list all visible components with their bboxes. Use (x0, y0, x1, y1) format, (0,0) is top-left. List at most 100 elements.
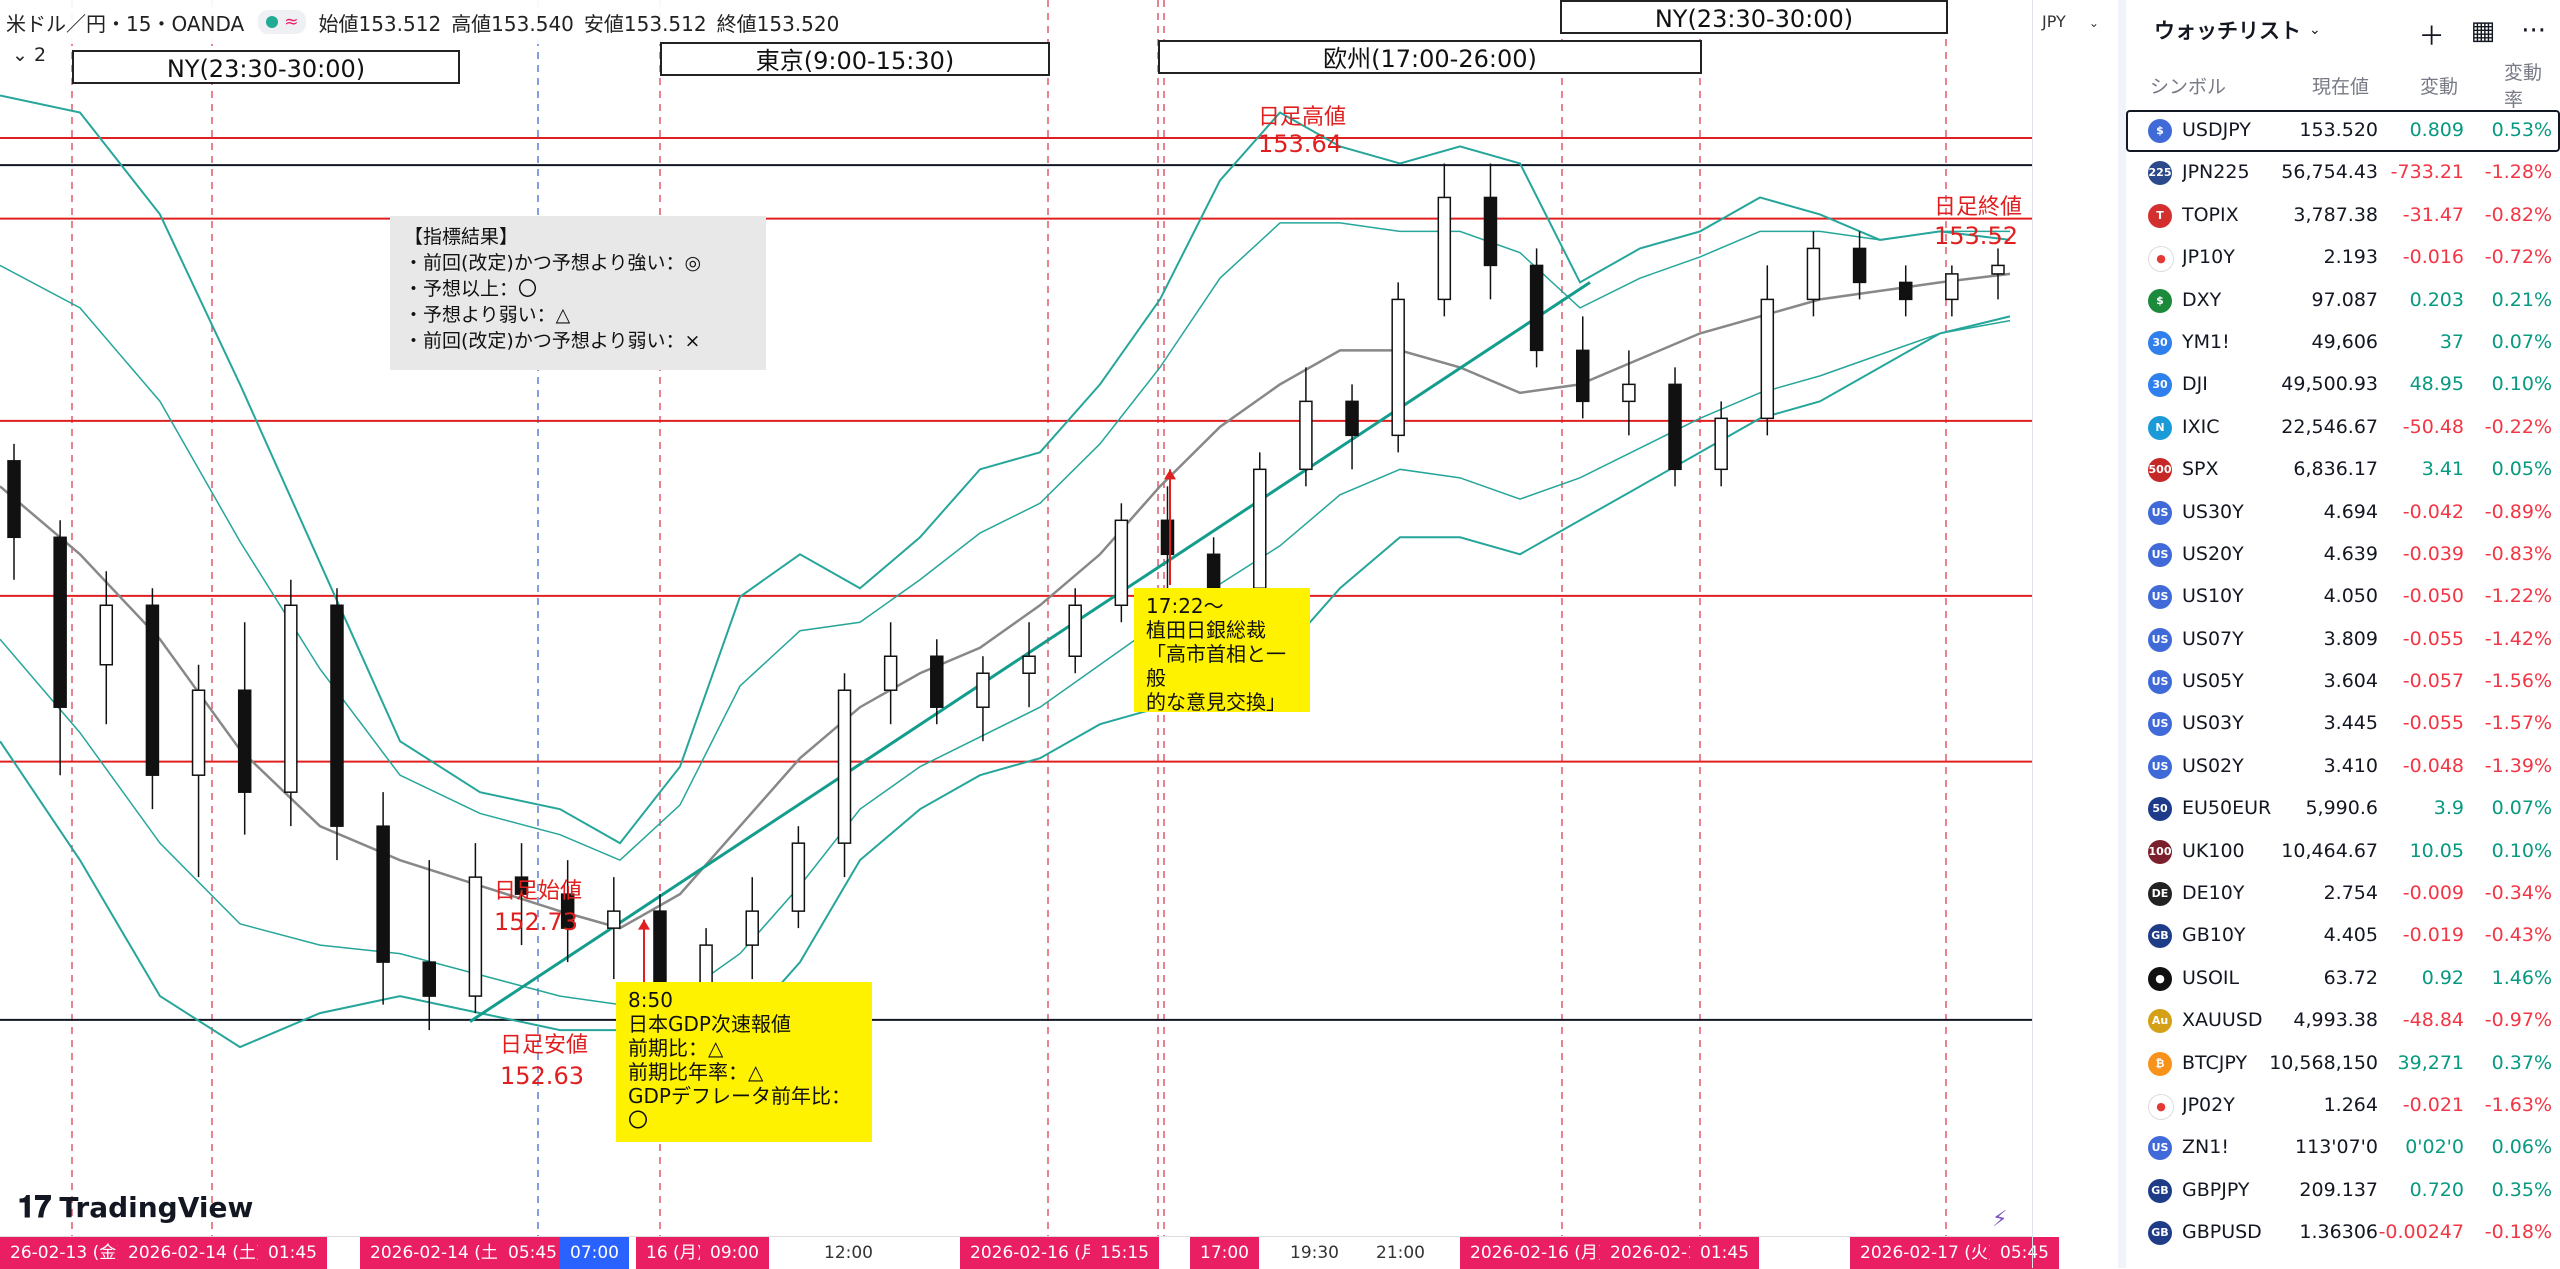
watchlist-row[interactable]: US US07Y 3.809 -0.055 -1.42% (2126, 619, 2560, 661)
watchlist-row[interactable]: T TOPIX 3,787.38 -31.47 -0.82% (2126, 195, 2560, 237)
chevron-down-icon[interactable]: ⌄ (2309, 22, 2321, 38)
legend-symbol[interactable]: 米ドル／円・15・OANDA (6, 11, 245, 36)
candle-body (1714, 417, 1728, 471)
watchlist-change-pct: 0.35% (2491, 1178, 2552, 1201)
watchlist-row[interactable]: ● JP02Y 1.264 -0.021 -1.63% (2126, 1085, 2560, 1127)
watchlist-row[interactable]: ₿ BTCJPY 10,568,150 39,271 0.37% (2126, 1043, 2560, 1085)
indicators-collapse-button[interactable]: ⌄ 2 (12, 44, 47, 66)
legend-status-pill[interactable]: ≈ (258, 10, 307, 34)
candle-body (1206, 553, 1221, 590)
watchlist-symbol: USDJPY (2182, 119, 2251, 141)
candle-body (1898, 281, 1913, 301)
watchlist-change: 3.41 (2421, 458, 2464, 481)
watchlist-row[interactable]: $ DXY 97.087 0.203 0.21% (2126, 280, 2560, 322)
watchlist-change: -733.21 (2390, 161, 2464, 184)
watchlist-row[interactable]: US US03Y 3.445 -0.055 -1.57% (2126, 703, 2560, 745)
watchlist-row[interactable]: 50 EU50EUR 5,990.6 3.9 0.07% (2126, 788, 2560, 830)
watchlist-row[interactable]: Au XAUUSD 4,993.38 -48.84 -0.97% (2126, 1000, 2560, 1042)
watchlist-symbol: DXY (2182, 288, 2222, 311)
legend-ohlc: 始値153.512 高値153.540 安値153.512 終値153.520 (318, 8, 849, 37)
index-50-icon: 50 (2148, 797, 2172, 822)
time-axis-label: 2026-02-14 (土) (118, 1237, 273, 1269)
currency-select[interactable]: JPY ⌄ (2032, 8, 2112, 36)
watchlist-last: 49,500.93 (2281, 373, 2378, 396)
col-change[interactable]: 変動 (2420, 75, 2459, 98)
candle-body (976, 672, 990, 708)
watchlist-row[interactable]: 225 JPN225 56,754.43 -733.21 -1.28% (2126, 152, 2560, 194)
candle-body (1068, 604, 1082, 657)
event-line: GDPデフレータ前年比：〇 (628, 1084, 851, 1132)
watchlist-last: 2.754 (2323, 882, 2378, 905)
watchlist-change-pct: -1.39% (2484, 754, 2552, 777)
daily-open-label: 日足始値 (494, 879, 582, 904)
col-symbol[interactable]: シンボル (2150, 75, 2227, 98)
flag-us-icon: US (2148, 585, 2172, 610)
flag-jp-icon: ● (2148, 246, 2174, 273)
chart-pane[interactable]: 153.670153.638153.575153.337153.131152.9… (0, 0, 2059, 1269)
flag-gb-icon: GB (2148, 1221, 2172, 1246)
watchlist-change: 3.9 (2433, 797, 2464, 820)
candle-body (145, 604, 160, 776)
time-axis-label: 01:45 (258, 1237, 327, 1269)
watchlist-row[interactable]: 30 DJI 49,500.93 48.95 0.10% (2126, 364, 2560, 406)
band-upper-line (0, 94, 2011, 845)
time-axis-label: 19:30 (1290, 1243, 1339, 1263)
watchlist-last: 49,606 (2311, 330, 2378, 353)
legend-low: 安値153.512 (583, 11, 707, 36)
watchlist-last: 4.050 (2323, 585, 2378, 608)
watchlist-change: -0.009 (2402, 882, 2464, 905)
time-axis[interactable]: 26-02-13 (金) 2026-02-14 (土) 01:45 2026-02-1… (0, 1236, 2059, 1269)
candle-body (745, 910, 759, 946)
candle-body (1945, 273, 1959, 301)
col-last[interactable]: 現在値 (2312, 75, 2370, 98)
watchlist-change: -0.050 (2402, 585, 2464, 608)
watchlist-change-pct: -0.34% (2484, 882, 2552, 905)
candle-body (1852, 247, 1867, 284)
watchlist-row[interactable]: ● USOIL 63.72 0.92 1.46% (2126, 958, 2560, 1000)
watchlist-row[interactable]: GB GB10Y 4.405 -0.019 -0.43% (2126, 915, 2560, 957)
watchlist-row[interactable]: US ZN1! 113'07'0 0'02'0 0.06% (2126, 1127, 2560, 1169)
watchlist-row[interactable]: US US02Y 3.410 -0.048 -1.39% (2126, 746, 2560, 788)
price-chart[interactable]: 153.670153.638153.575153.337153.131152.9… (0, 0, 2032, 1236)
watchlist-change: -0.016 (2402, 246, 2464, 269)
more-icon[interactable]: ··· (2521, 16, 2546, 46)
logo-text: TradingView (59, 1191, 254, 1224)
col-change-pct[interactable]: 変動率 (2504, 62, 2543, 111)
watchlist-row[interactable]: N IXIC 22,546.67 -50.48 -0.22% (2126, 407, 2560, 449)
watchlist-row[interactable]: 500 SPX 6,836.17 3.41 0.05% (2126, 449, 2560, 491)
watchlist-row[interactable]: ● JP10Y 2.193 -0.016 -0.72% (2126, 237, 2560, 279)
watchlist-change: -0.057 (2402, 670, 2464, 693)
candle-body (53, 536, 67, 708)
watchlist-last: 113'07'0 (2295, 1136, 2378, 1159)
watchlist-row[interactable]: DE DE10Y 2.754 -0.009 -0.34% (2126, 873, 2560, 915)
watchlist-symbol: DE10Y (2182, 882, 2245, 905)
watchlist-change-pct: -1.42% (2484, 627, 2552, 650)
watchlist-row[interactable]: US US10Y 4.050 -0.050 -1.22% (2126, 576, 2560, 618)
index-30-icon: 30 (2148, 330, 2172, 355)
note-line: ・予想以上：〇 (404, 278, 538, 300)
watchlist-row[interactable]: GB GBPUSD 1.36306 -0.00247 -0.18% (2126, 1212, 2560, 1254)
watchlist-symbol: US03Y (2182, 712, 2244, 735)
time-axis-label: 12:00 (824, 1243, 873, 1263)
watchlist-row[interactable]: US US05Y 3.604 -0.057 -1.56% (2126, 661, 2560, 703)
watchlist-change: 0.809 (2409, 119, 2464, 141)
watchlist-row[interactable]: 100 UK100 10,464.67 10.05 0.10% (2126, 831, 2560, 873)
tradingview-logo[interactable]: 𝟏𝟕 TradingView (18, 1190, 253, 1225)
watchlist-row[interactable]: 30 YM1! 49,606 37 0.07% (2126, 322, 2560, 364)
watchlist-row[interactable]: US US20Y 4.639 -0.039 -0.83% (2126, 534, 2560, 576)
watchlist-last: 4.694 (2323, 500, 2378, 523)
index-30-icon: 30 (2148, 373, 2172, 398)
watchlist-row[interactable]: GB GBPJPY 209.137 0.720 0.35% (2126, 1170, 2560, 1212)
legend-high: 高値153.540 (451, 11, 574, 36)
advanced-view-icon[interactable]: ▦ (2470, 16, 2496, 46)
add-symbol-icon[interactable]: ＋ (2418, 22, 2445, 52)
watchlist-row[interactable]: US US30Y 4.694 -0.042 -0.89% (2126, 492, 2560, 534)
dollar-icon: $ (2148, 288, 2172, 313)
time-axis-label: 15:15 (1090, 1237, 1159, 1269)
watchlist-title[interactable]: ウォッチリスト (2154, 19, 2301, 43)
watchlist-last: 4,993.38 (2293, 1009, 2378, 1032)
price-scale-border (2032, 0, 2033, 1268)
watchlist-row[interactable]: $ USDJPY 153.520 0.809 0.53% (2126, 110, 2560, 153)
lightning-icon[interactable]: ⚡ (1992, 1207, 2007, 1232)
session-tokyo: 東京(9:00-15:30) (660, 42, 1050, 76)
